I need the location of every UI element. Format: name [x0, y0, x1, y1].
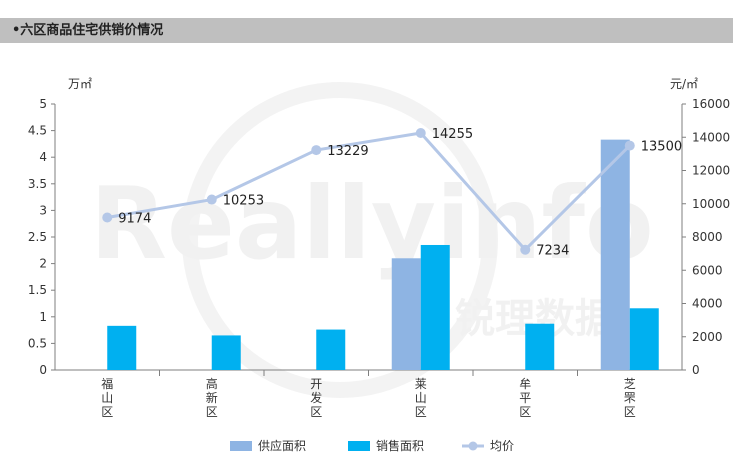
- category-label-char: 莱: [415, 377, 427, 391]
- left-tick-label: 4: [39, 150, 47, 164]
- watermark-ring: [182, 82, 498, 398]
- section-header: •六区商品住宅供销价情况: [0, 18, 733, 43]
- supply-bar: [600, 139, 630, 370]
- price-point: [520, 244, 531, 255]
- legend-label: 供应面积: [258, 438, 306, 453]
- supply-bar: [391, 258, 421, 370]
- category-label: 牟平区: [519, 376, 531, 419]
- sales-bar: [316, 329, 346, 370]
- left-tick-label: 2.5: [28, 230, 47, 244]
- sales-bar: [107, 325, 137, 370]
- legend-label: 均价: [490, 439, 514, 453]
- left-tick-label: 3: [39, 203, 47, 217]
- price-data-label: 13500: [641, 140, 682, 155]
- left-tick-label: 0: [39, 363, 47, 377]
- plot-area: 0 0.5 1 1.5 2 2.5 3 3.5 4 4.5 5 0 2000 4000 6000 8000 10…: [28, 77, 730, 419]
- category-label-char: 区: [519, 405, 531, 419]
- category-label-char: 发: [310, 390, 322, 405]
- category-label-char: 山: [415, 391, 427, 405]
- category-label: 莱山区: [415, 377, 427, 419]
- category-label: 福山区: [101, 376, 113, 419]
- left-tick-label: 3.5: [28, 177, 47, 191]
- price-data-label: 13229: [327, 144, 368, 159]
- left-tick-label: 5: [39, 97, 47, 111]
- category-label: 开发区: [310, 377, 322, 419]
- legend-swatch: [348, 441, 370, 451]
- category-label-char: 牟: [519, 376, 531, 391]
- price-line: [106, 131, 631, 252]
- price-point: [102, 212, 113, 223]
- price-data-label: 10253: [223, 194, 264, 209]
- category-label-char: 高: [206, 376, 218, 391]
- category-label-char: 新: [206, 390, 218, 405]
- category-label-char: 罘: [624, 391, 636, 405]
- legend: 供应面积 销售面积 均价: [230, 438, 514, 453]
- left-tick-label: 4.5: [28, 124, 47, 138]
- left-tick-label: 0.5: [28, 336, 47, 350]
- legend-marker: [468, 441, 478, 451]
- price-point: [624, 140, 635, 151]
- sales-bar: [420, 244, 450, 370]
- right-axis-unit: 元/㎡: [670, 77, 698, 91]
- category-label-char: 平: [519, 391, 531, 405]
- left-axis-unit: 万㎡: [68, 77, 92, 91]
- right-tick-label: 16000: [692, 97, 730, 111]
- right-tick-label: 14000: [692, 130, 730, 144]
- price-data-label: 14255: [432, 127, 473, 142]
- watermark-text: Reallyinfo: [90, 165, 654, 282]
- price-point: [415, 128, 426, 139]
- legend-label: 销售面积: [376, 438, 424, 453]
- right-tick-label: 12000: [692, 164, 730, 178]
- category-label-char: 区: [101, 405, 113, 419]
- price-data-label: 7234: [536, 244, 569, 259]
- left-tick-label: 1.5: [28, 283, 47, 297]
- category-label-char: 区: [415, 405, 427, 419]
- price-point: [206, 194, 217, 205]
- left-tick-label: 2: [39, 257, 47, 271]
- right-tick-label: 10000: [692, 197, 730, 211]
- sales-bar: [525, 323, 555, 370]
- category-label-char: 区: [310, 405, 322, 419]
- category-label-char: 区: [206, 405, 218, 419]
- price-data-label: 9174: [118, 211, 151, 226]
- category-label-char: 区: [624, 405, 636, 419]
- category-label-char: 山: [101, 391, 113, 405]
- price-point: [311, 145, 322, 156]
- category-label-char: 福: [101, 376, 113, 391]
- left-tick-label: 1: [39, 310, 47, 324]
- category-label-char: 芝: [624, 376, 636, 391]
- category-label: 高新区: [206, 376, 218, 419]
- section-title: •六区商品住宅供销价情况: [12, 23, 164, 38]
- right-tick-label: 8000: [692, 230, 723, 244]
- sales-bar: [211, 335, 241, 370]
- category-label: 芝罘区: [624, 376, 636, 419]
- right-tick-label: 0: [692, 363, 700, 377]
- right-tick-label: 2000: [692, 330, 723, 344]
- category-label-char: 开: [310, 377, 322, 391]
- right-tick-label: 4000: [692, 297, 723, 311]
- sales-bar: [629, 308, 659, 370]
- legend-swatch: [230, 441, 252, 451]
- right-tick-label: 6000: [692, 263, 723, 277]
